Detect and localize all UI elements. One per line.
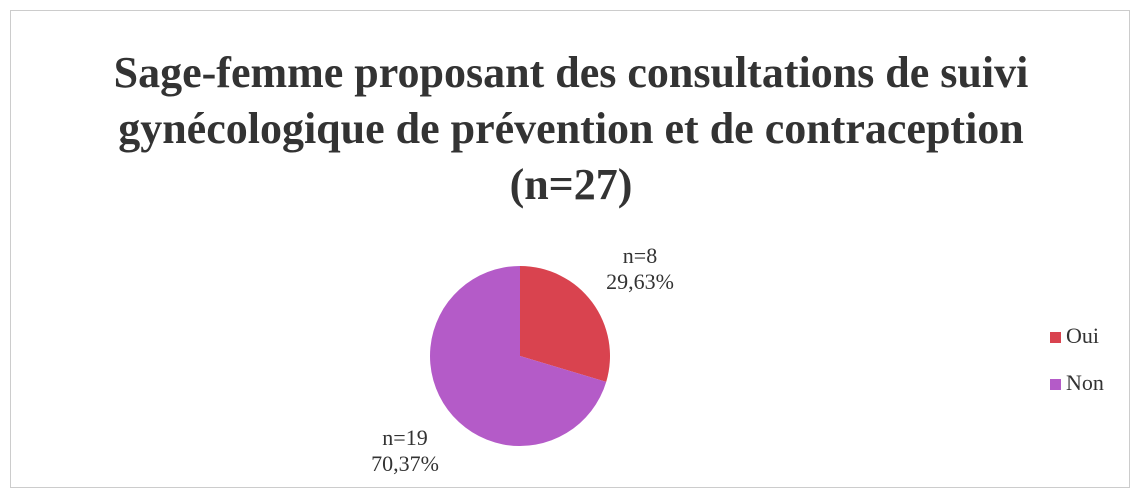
- pie-slice: [430, 266, 607, 447]
- pie-slice: [520, 266, 610, 382]
- legend-swatch: [1050, 379, 1061, 390]
- chart-title: Sage-femme proposant des consultations d…: [113, 48, 1029, 209]
- data-label: 70,37%: [371, 451, 439, 476]
- data-label: 29,63%: [606, 269, 674, 294]
- data-label-count: n=19: [382, 425, 427, 450]
- legend-label: Oui: [1066, 323, 1099, 348]
- legend-swatch: [1050, 332, 1061, 343]
- data-label-count: n=8: [623, 243, 657, 268]
- legend-label: Non: [1066, 370, 1104, 395]
- chart-frame: [10, 10, 1130, 488]
